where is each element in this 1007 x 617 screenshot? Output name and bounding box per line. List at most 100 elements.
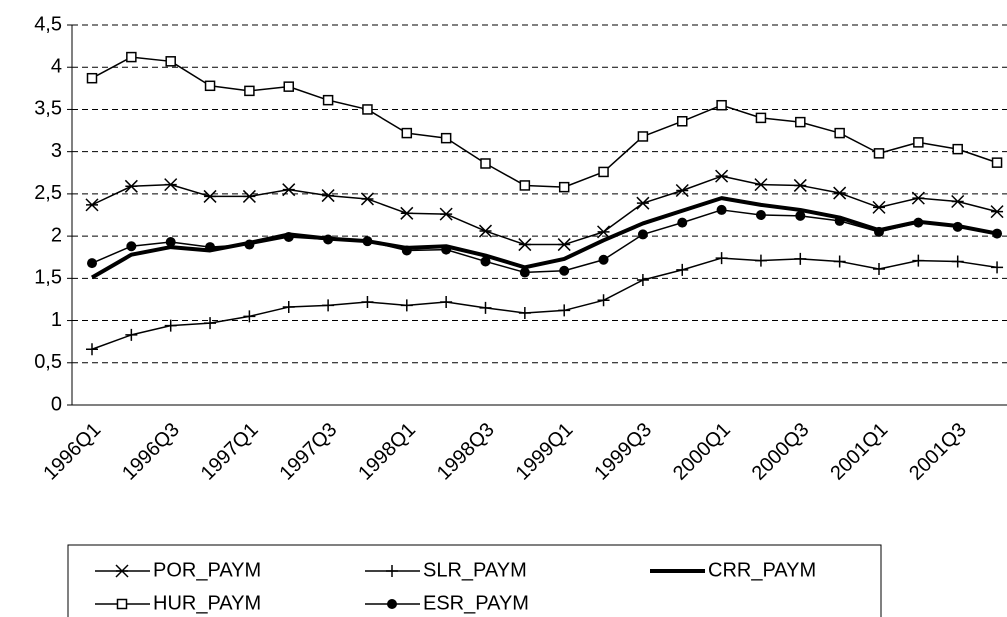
point-marker [401, 245, 412, 256]
point-marker [873, 263, 885, 276]
point-marker [439, 207, 453, 221]
legend-label: ESR_PAYM [423, 592, 529, 614]
point-marker [480, 158, 491, 169]
point-marker [242, 189, 256, 203]
x-tick-label: 2000Q1 [669, 419, 735, 485]
point-marker [874, 226, 884, 237]
legend-label: POR_PAYM [153, 559, 261, 581]
point-marker [990, 205, 1004, 219]
y-tick-label: 2 [51, 224, 62, 246]
point-marker [598, 166, 609, 178]
x-tick-label: 1997Q1 [197, 419, 263, 485]
y-tick-label: 4 [51, 56, 62, 78]
x-tick-label: 1998Q3 [433, 419, 499, 485]
y-tick-label: 2,5 [34, 182, 62, 204]
x-tick-label: 2001Q3 [905, 419, 971, 485]
point-marker [991, 157, 1003, 168]
point-marker [204, 317, 217, 330]
x-tick-label: 1999Q1 [512, 419, 578, 485]
x-tick-label: 1996Q1 [39, 419, 105, 485]
point-marker [86, 343, 98, 356]
point-marker [559, 265, 570, 276]
point-marker [283, 81, 294, 92]
point-marker [873, 148, 885, 159]
point-marker [793, 178, 807, 192]
point-marker [913, 137, 924, 148]
point-marker [125, 328, 138, 341]
point-marker [834, 127, 845, 139]
y-tick-label: 1 [51, 309, 62, 331]
point-marker [322, 94, 334, 106]
point-marker [400, 206, 414, 220]
point-marker [244, 239, 255, 250]
point-marker [126, 51, 137, 63]
point-marker [598, 254, 609, 265]
x-tick-label: 1996Q3 [118, 419, 184, 485]
point-marker [755, 210, 766, 220]
point-marker [165, 237, 176, 248]
point-marker [833, 186, 847, 200]
point-marker [164, 319, 177, 332]
point-marker [558, 181, 570, 193]
series-line [91, 175, 998, 246]
point-marker [440, 295, 453, 308]
point-marker [951, 255, 964, 268]
point-marker [87, 258, 97, 269]
point-marker [716, 99, 727, 111]
y-tick-label: 0,5 [34, 351, 62, 373]
point-marker [519, 180, 531, 191]
series-line [91, 56, 998, 188]
point-marker [913, 217, 924, 228]
legend-marker [115, 564, 129, 578]
point-marker [754, 178, 768, 192]
point-marker [597, 225, 611, 239]
x-tick-label: 1997Q3 [275, 419, 341, 485]
point-marker [872, 200, 886, 214]
x-tick-label: 1999Q3 [590, 419, 656, 485]
point-marker [637, 131, 649, 142]
point-marker [951, 194, 965, 209]
series-line [91, 257, 998, 350]
point-marker [441, 244, 452, 255]
point-marker [282, 301, 295, 314]
point-marker [716, 204, 727, 215]
point-marker [675, 183, 689, 198]
point-marker [912, 254, 925, 267]
point-marker [636, 274, 649, 287]
point-marker [283, 231, 294, 242]
point-marker [676, 263, 689, 276]
point-marker [323, 234, 334, 245]
point-marker [282, 183, 296, 197]
point-marker [952, 221, 963, 232]
legend-marker [387, 599, 397, 609]
point-marker [440, 132, 452, 144]
x-tick-label: 2001Q1 [826, 419, 892, 485]
point-marker [677, 116, 688, 127]
point-marker [557, 238, 571, 252]
y-tick-label: 1,5 [34, 267, 62, 289]
point-marker [204, 80, 216, 92]
point-marker [597, 294, 610, 307]
point-marker [833, 255, 846, 268]
series-line [90, 196, 998, 280]
point-marker [203, 189, 217, 203]
y-tick-label: 0 [51, 393, 62, 415]
x-tick-label: 1998Q1 [354, 419, 420, 485]
x-tick-label: 2000Q3 [748, 419, 814, 485]
point-marker [911, 191, 925, 205]
point-marker [361, 295, 374, 308]
point-marker [244, 85, 255, 97]
y-tick-label: 4,5 [34, 13, 62, 35]
point-marker [795, 116, 806, 128]
point-marker [126, 241, 137, 252]
point-marker [677, 217, 688, 228]
point-marker [480, 256, 491, 267]
legend-marker [386, 565, 398, 577]
point-marker [360, 192, 374, 206]
point-marker [124, 179, 138, 193]
series-line [91, 209, 998, 274]
point-marker [164, 178, 178, 192]
point-marker [518, 238, 532, 252]
point-marker [636, 196, 650, 210]
